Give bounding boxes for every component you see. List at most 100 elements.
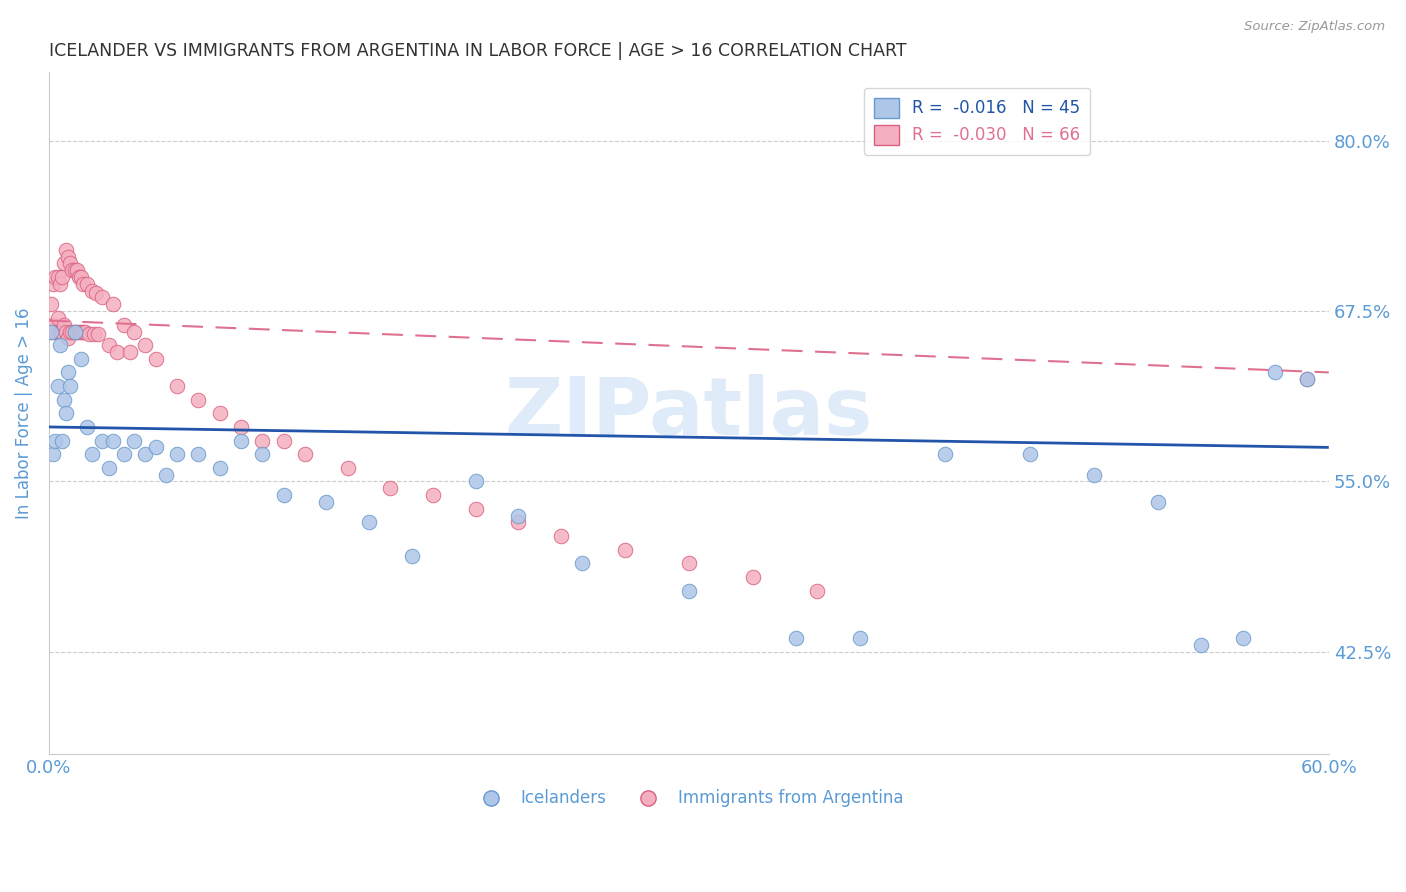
Point — [134, 338, 156, 352]
Point — [56, 366, 79, 380]
Point — [464, 475, 486, 489]
Point — [208, 461, 231, 475]
Point — [134, 447, 156, 461]
Point — [208, 406, 231, 420]
Point — [678, 557, 700, 571]
Point — [42, 277, 65, 291]
Point — [59, 256, 82, 270]
Point — [44, 269, 66, 284]
Point — [613, 542, 636, 557]
Point — [39, 325, 62, 339]
Point — [80, 284, 103, 298]
Point — [571, 557, 593, 571]
Point — [1264, 366, 1286, 380]
Point — [166, 447, 188, 461]
Point — [63, 263, 86, 277]
Point — [52, 392, 75, 407]
Point — [80, 447, 103, 461]
Point — [105, 345, 128, 359]
Point — [97, 461, 120, 475]
Point — [55, 325, 77, 339]
Point — [741, 570, 763, 584]
Text: ICELANDER VS IMMIGRANTS FROM ARGENTINA IN LABOR FORCE | AGE > 16 CORRELATION CHA: ICELANDER VS IMMIGRANTS FROM ARGENTINA I… — [49, 42, 907, 60]
Point — [72, 277, 94, 291]
Y-axis label: In Labor Force | Age > 16: In Labor Force | Age > 16 — [15, 308, 32, 519]
Point — [51, 269, 73, 284]
Point — [1147, 495, 1170, 509]
Point — [101, 297, 124, 311]
Point — [112, 318, 135, 332]
Point — [252, 434, 274, 448]
Point — [678, 583, 700, 598]
Point — [84, 286, 107, 301]
Point — [66, 263, 89, 277]
Point — [67, 269, 90, 284]
Point — [145, 441, 167, 455]
Point — [187, 447, 209, 461]
Point — [42, 318, 65, 332]
Point — [848, 632, 870, 646]
Point — [229, 434, 252, 448]
Text: ZIPatlas: ZIPatlas — [505, 375, 873, 452]
Point — [87, 327, 110, 342]
Point — [63, 325, 86, 339]
Point — [166, 379, 188, 393]
Point — [59, 325, 82, 339]
Point — [145, 351, 167, 366]
Point — [1019, 447, 1042, 461]
Point — [806, 583, 828, 598]
Point — [101, 434, 124, 448]
Point — [62, 263, 84, 277]
Point — [97, 338, 120, 352]
Point — [785, 632, 807, 646]
Point — [42, 447, 65, 461]
Point — [91, 434, 114, 448]
Point — [124, 325, 146, 339]
Point — [79, 327, 101, 342]
Point — [48, 338, 70, 352]
Point — [112, 447, 135, 461]
Point — [83, 327, 105, 342]
Point — [55, 243, 77, 257]
Point — [48, 277, 70, 291]
Point — [66, 325, 89, 339]
Point — [51, 434, 73, 448]
Point — [51, 325, 73, 339]
Point — [357, 516, 380, 530]
Point — [1296, 372, 1319, 386]
Point — [76, 420, 98, 434]
Point — [934, 447, 956, 461]
Point — [336, 461, 359, 475]
Point — [124, 434, 146, 448]
Point — [464, 501, 486, 516]
Point — [155, 467, 177, 482]
Point — [401, 549, 423, 564]
Point — [294, 447, 316, 461]
Point — [39, 325, 62, 339]
Point — [59, 379, 82, 393]
Point — [56, 250, 79, 264]
Point — [63, 325, 86, 339]
Point — [52, 256, 75, 270]
Point — [48, 325, 70, 339]
Point — [273, 434, 295, 448]
Point — [56, 331, 79, 345]
Point — [187, 392, 209, 407]
Point — [44, 325, 66, 339]
Point — [550, 529, 572, 543]
Point — [70, 351, 93, 366]
Point — [67, 325, 90, 339]
Point — [70, 325, 93, 339]
Point — [46, 269, 69, 284]
Point — [55, 406, 77, 420]
Point — [118, 345, 141, 359]
Point — [75, 325, 97, 339]
Legend: Icelanders, Immigrants from Argentina: Icelanders, Immigrants from Argentina — [467, 782, 911, 814]
Point — [1083, 467, 1105, 482]
Text: Source: ZipAtlas.com: Source: ZipAtlas.com — [1244, 20, 1385, 33]
Point — [508, 508, 530, 523]
Point — [44, 434, 66, 448]
Point — [39, 297, 62, 311]
Point — [273, 488, 295, 502]
Point — [91, 290, 114, 304]
